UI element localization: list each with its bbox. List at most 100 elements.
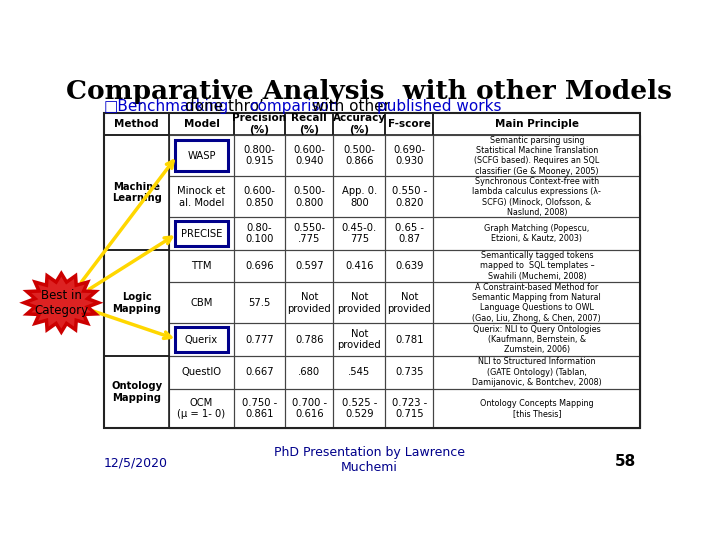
Text: Semantically tagged tokens
mapped to  SQL templates –
Swahili (Muchemi, 2008): Semantically tagged tokens mapped to SQL… <box>480 251 594 281</box>
Bar <box>233 282 285 323</box>
Text: 0.786: 0.786 <box>295 334 323 345</box>
Text: 0.597: 0.597 <box>295 261 324 271</box>
Text: QuestIO: QuestIO <box>181 367 222 377</box>
Bar <box>285 250 333 282</box>
Bar <box>385 176 433 218</box>
Bar <box>169 356 233 389</box>
Bar <box>169 323 233 356</box>
Bar <box>233 389 285 428</box>
Text: Ontology Concepts Mapping
[this Thesis]: Ontology Concepts Mapping [this Thesis] <box>480 399 594 418</box>
Text: □Benchmarking: □Benchmarking <box>104 99 229 114</box>
Text: WASP: WASP <box>187 151 216 161</box>
Bar <box>285 356 333 389</box>
Bar <box>333 282 385 323</box>
Bar <box>385 356 433 389</box>
Text: 0.639: 0.639 <box>395 261 423 271</box>
Bar <box>433 112 640 135</box>
Bar <box>433 356 640 389</box>
Bar <box>169 176 233 218</box>
Bar <box>174 140 228 171</box>
Bar <box>104 356 169 428</box>
Text: Semantic parsing using
Statistical Machine Translation
(SCFG based). Requires an: Semantic parsing using Statistical Machi… <box>474 136 600 176</box>
Bar <box>233 135 285 176</box>
Text: Graph Matching (Popescu,
Etzioni, & Kautz, 2003): Graph Matching (Popescu, Etzioni, & Kaut… <box>485 224 590 244</box>
Bar <box>333 356 385 389</box>
Text: Best in
Category: Best in Category <box>35 289 89 317</box>
Text: NLI to Structured Information
(GATE Ontology) (Tablan,
Damijanovic, & Bontchev, : NLI to Structured Information (GATE Onto… <box>472 357 602 387</box>
Text: Not
provided: Not provided <box>287 292 331 314</box>
Bar <box>285 218 333 250</box>
Bar <box>285 323 333 356</box>
Text: 58: 58 <box>615 454 636 469</box>
Text: Method: Method <box>114 119 159 129</box>
Text: Logic
Mapping: Logic Mapping <box>112 292 161 314</box>
Polygon shape <box>24 273 99 332</box>
Bar <box>174 221 228 246</box>
Bar <box>433 282 640 323</box>
Bar <box>169 135 233 176</box>
Bar <box>174 327 228 352</box>
Bar <box>169 112 233 135</box>
Bar <box>233 112 285 135</box>
Text: Main Principle: Main Principle <box>495 119 579 129</box>
Text: 0.600-
0.940: 0.600- 0.940 <box>293 145 325 166</box>
Text: F-score: F-score <box>388 119 431 129</box>
Text: Querix: Querix <box>185 334 218 345</box>
Text: with other: with other <box>307 99 395 114</box>
Text: 0.781: 0.781 <box>395 334 423 345</box>
Text: CBM: CBM <box>190 298 212 308</box>
Text: A Constraint-based Method for
Semantic Mapping from Natural
Language Questions t: A Constraint-based Method for Semantic M… <box>472 282 601 323</box>
Text: 0.416: 0.416 <box>345 261 374 271</box>
Bar <box>333 135 385 176</box>
Text: 0.700 -
0.616: 0.700 - 0.616 <box>292 398 327 420</box>
Bar <box>233 250 285 282</box>
Bar <box>433 323 640 356</box>
Bar <box>333 389 385 428</box>
Bar <box>233 323 285 356</box>
Bar <box>169 389 233 428</box>
Bar <box>169 282 233 323</box>
Bar <box>385 112 433 135</box>
Text: Accuracy
(%): Accuracy (%) <box>333 113 386 134</box>
Bar <box>104 112 640 428</box>
Text: 0.500-
0.800: 0.500- 0.800 <box>293 186 325 208</box>
Text: 0.550 -
0.820: 0.550 - 0.820 <box>392 186 427 208</box>
Bar <box>169 218 233 250</box>
Bar <box>104 112 169 135</box>
Text: 0.45-0.
775: 0.45-0. 775 <box>342 223 377 245</box>
Text: 0.667: 0.667 <box>245 367 274 377</box>
Bar <box>385 282 433 323</box>
Bar <box>433 250 640 282</box>
Text: 0.750 -
0.861: 0.750 - 0.861 <box>242 398 277 420</box>
Text: Not
provided: Not provided <box>338 292 381 314</box>
Bar <box>385 389 433 428</box>
Text: PRECISE: PRECISE <box>181 228 222 239</box>
Text: Synchronous Context-free with
lambda calculus expressions (λ-
SCFG) (Minock, Olo: Synchronous Context-free with lambda cal… <box>472 177 601 217</box>
Text: 0.690-
0.930: 0.690- 0.930 <box>393 145 426 166</box>
Bar <box>433 176 640 218</box>
Text: published works: published works <box>377 99 502 114</box>
Bar <box>285 112 333 135</box>
Bar <box>333 250 385 282</box>
Text: Machine
Learning: Machine Learning <box>112 181 161 203</box>
Text: 0.80-
0.100: 0.80- 0.100 <box>246 223 274 245</box>
Text: 0.550-
.775: 0.550- .775 <box>293 223 325 245</box>
Bar <box>333 112 385 135</box>
Text: Not
provided: Not provided <box>387 292 431 314</box>
Text: 0.735: 0.735 <box>395 367 423 377</box>
Bar <box>333 218 385 250</box>
Bar <box>285 389 333 428</box>
Text: done thro’: done thro’ <box>179 99 269 114</box>
Bar <box>104 135 169 250</box>
Bar <box>169 250 233 282</box>
Text: .680: .680 <box>298 367 320 377</box>
Text: 0.777: 0.777 <box>245 334 274 345</box>
Text: comparison: comparison <box>249 99 339 114</box>
Text: Precision
(%): Precision (%) <box>233 113 287 134</box>
Text: TTM: TTM <box>192 261 212 271</box>
Text: 0.696: 0.696 <box>245 261 274 271</box>
Bar <box>333 176 385 218</box>
Text: PhD Presentation by Lawrence
Muchemi: PhD Presentation by Lawrence Muchemi <box>274 447 464 475</box>
Text: Querix: NLI to Query Ontologies
(Kaufmann, Bernstein, &
Zumstein, 2006): Querix: NLI to Query Ontologies (Kaufman… <box>473 325 600 354</box>
Bar <box>233 176 285 218</box>
